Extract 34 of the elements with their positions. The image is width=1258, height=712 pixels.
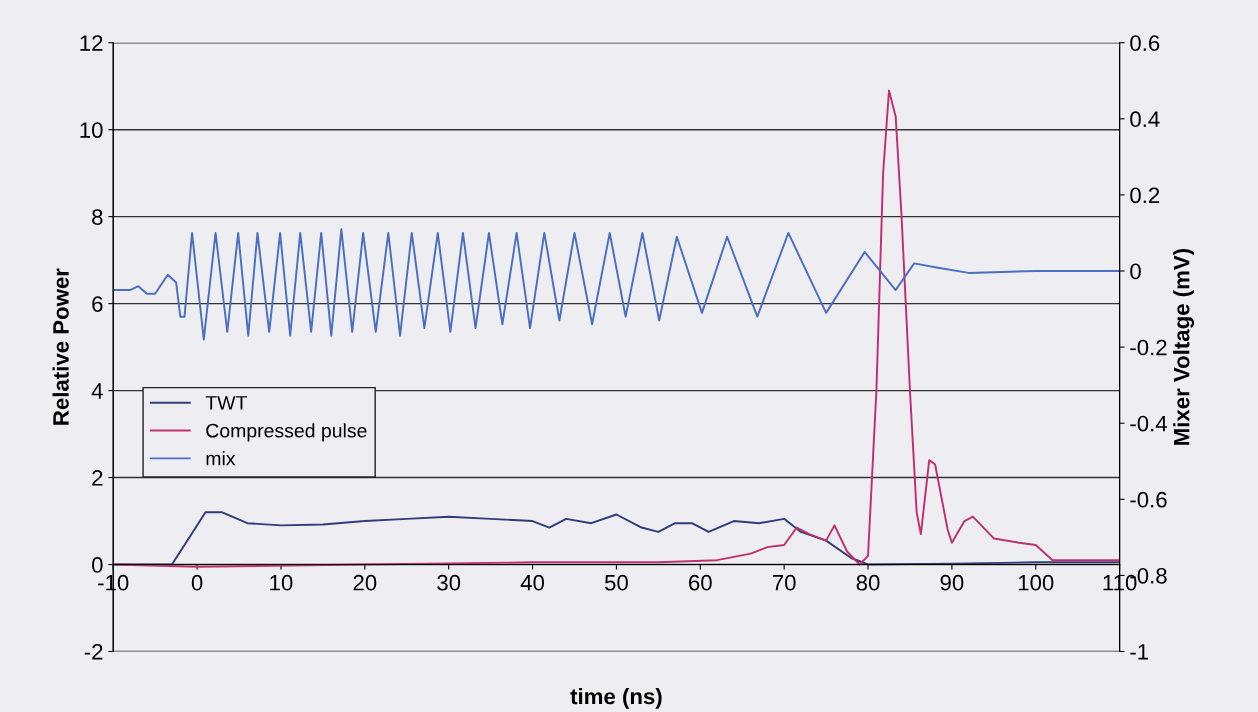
y-tick-label: 10 (80, 122, 103, 138)
line-series (113, 228, 1120, 341)
legend-label: TWT (205, 396, 247, 410)
y-tick-label: 6 (92, 296, 103, 312)
y-tick-label: 4 (91, 383, 103, 399)
y2-tick-label: -0.4 (1130, 415, 1167, 432)
x-tick-label: 50 (604, 574, 628, 591)
x-tick-label: 70 (772, 574, 796, 591)
legend-label: mix (206, 451, 236, 466)
x-tick-label: 10 (270, 574, 293, 591)
y-tick-label: -2 (84, 644, 103, 660)
x-tick-label: 30 (437, 574, 461, 591)
y2-tick-label: -0.2 (1130, 339, 1167, 356)
y2-tick-label: 0.4 (1130, 111, 1160, 128)
y2-axis-title: Mixer Voltage (mV) (1173, 249, 1194, 445)
x-tick-label: 40 (520, 574, 545, 591)
x-tick-label: 20 (353, 574, 377, 591)
x-axis-title: time (ns) (570, 688, 662, 709)
x-tick-label: 90 (940, 574, 964, 591)
y-axis-title: Relative Power (52, 268, 69, 425)
legend-label: Compressed pulse (206, 423, 367, 442)
y-tick-label: 8 (92, 209, 103, 225)
y2-tick-label: 0.2 (1130, 187, 1160, 204)
x-tick-label: 100 (1018, 574, 1054, 591)
y2-tick-label: -0.6 (1130, 491, 1167, 508)
x-tick-label: 0 (191, 574, 203, 591)
y2-tick-label: 0.6 (1130, 35, 1160, 51)
y2-tick-label: -1 (1130, 644, 1149, 660)
x-tick-label: 60 (689, 574, 712, 591)
y-tick-label: 12 (80, 35, 103, 51)
y-tick-label: 2 (92, 470, 103, 486)
y2-tick-label: 0 (1130, 263, 1141, 280)
x-tick-label: 80 (856, 574, 880, 591)
y-tick-label: 0 (92, 557, 103, 573)
